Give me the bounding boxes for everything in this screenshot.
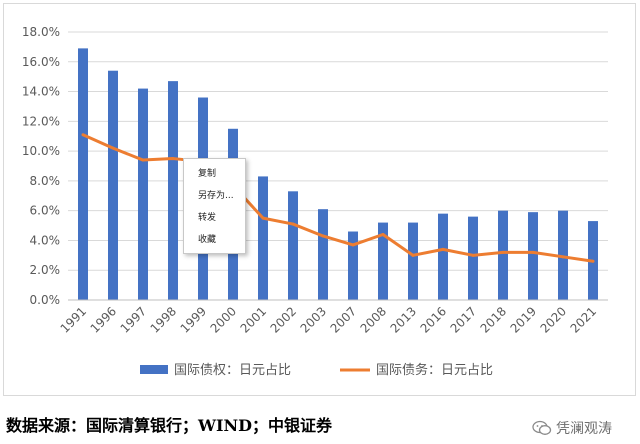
- bar: [288, 191, 298, 300]
- bar: [78, 48, 88, 300]
- menu-item-save-as[interactable]: 另存为...: [198, 191, 234, 201]
- bar: [468, 216, 478, 300]
- x-tick-label: 2020: [538, 304, 569, 335]
- bar: [138, 88, 148, 300]
- bar: [528, 212, 538, 300]
- line-point: [171, 157, 175, 161]
- line-point: [351, 243, 355, 247]
- bar: [258, 176, 268, 300]
- watermark-text: 凭澜观涛: [556, 421, 612, 437]
- x-tick-label: 2001: [238, 304, 269, 335]
- y-tick-label: 16.0%: [22, 55, 60, 69]
- line-point: [261, 216, 265, 220]
- x-tick-label: 2018: [478, 304, 509, 335]
- line-point: [561, 255, 565, 259]
- line-point: [111, 146, 115, 150]
- x-tick-label: 2002: [268, 304, 299, 335]
- x-tick-label: 2000: [208, 304, 239, 335]
- x-tick-label: 2007: [328, 304, 359, 335]
- y-tick-label: 12.0%: [22, 114, 60, 128]
- line-point: [321, 234, 325, 238]
- wechat-icon: [532, 420, 552, 435]
- x-tick-label: 2008: [358, 304, 389, 335]
- y-tick-label: 14.0%: [22, 85, 60, 99]
- x-tick-label: 1998: [148, 304, 179, 335]
- bar: [378, 222, 388, 300]
- bar: [318, 209, 328, 300]
- y-tick-label: 0.0%: [30, 293, 61, 307]
- line-point: [411, 253, 415, 257]
- y-tick-label: 8.0%: [30, 174, 61, 188]
- x-tick-label: 1996: [88, 304, 119, 335]
- data-source-note: 数据来源：国际清算银行；WIND；中银证券: [6, 416, 332, 435]
- x-tick-label: 1991: [58, 304, 89, 335]
- line-point: [591, 259, 595, 263]
- bar: [168, 81, 178, 300]
- context-menu: 复制 另存为... 转发 收藏: [183, 158, 246, 254]
- y-tick-label: 10.0%: [22, 144, 60, 158]
- legend-swatch-bar: [140, 365, 168, 374]
- menu-item-favorite[interactable]: 收藏: [198, 235, 217, 245]
- x-tick-label: 2016: [418, 304, 449, 335]
- line-point: [441, 247, 445, 251]
- bar: [108, 70, 118, 300]
- x-tick-label: 2019: [508, 304, 539, 335]
- bar: [438, 213, 448, 300]
- y-tick-label: 6.0%: [30, 204, 61, 218]
- legend-label-line: 国际债务：日元占比: [376, 362, 493, 378]
- x-tick-label: 2021: [568, 304, 599, 335]
- watermark: 凭澜观涛: [532, 418, 612, 438]
- bar: [348, 231, 358, 300]
- series-line: [82, 133, 594, 263]
- legend-label-bar: 国际债权：日元占比: [174, 362, 291, 378]
- x-tick-label: 2003: [298, 304, 329, 335]
- x-tick-label: 1999: [178, 304, 209, 335]
- chart-area: 0.0% 2.0% 4.0% 6.0% 8.0% 10.0% 12.0% 14.0% 16.0%…: [3, 3, 636, 396]
- line-point: [501, 250, 505, 254]
- line-point: [381, 232, 385, 236]
- line-point: [141, 158, 145, 162]
- y-tick-label: 4.0%: [30, 233, 61, 247]
- line-point: [531, 250, 535, 254]
- bar: [498, 210, 508, 300]
- y-tick-label: 18.0%: [22, 25, 60, 39]
- bar: [408, 222, 418, 300]
- chart-svg: 0.0% 2.0% 4.0% 6.0% 8.0% 10.0% 12.0% 14.0% 16.0%…: [22, 25, 608, 378]
- line-point: [291, 222, 295, 226]
- x-tick-label: 2017: [448, 304, 479, 335]
- line-point: [471, 253, 475, 257]
- y-tick-label: 2.0%: [30, 263, 61, 277]
- menu-item-copy[interactable]: 复制: [198, 169, 217, 179]
- x-tick-label: 2013: [388, 304, 419, 335]
- line-point: [81, 133, 85, 137]
- menu-item-forward[interactable]: 转发: [198, 213, 217, 223]
- x-tick-label: 1997: [118, 304, 149, 335]
